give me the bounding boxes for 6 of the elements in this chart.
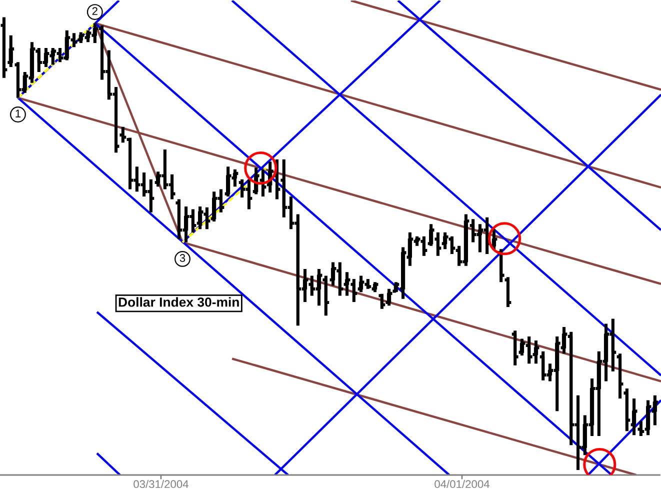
x-tick-label: 04/01/2004 (434, 480, 490, 488)
annotation: 1 (16, 110, 21, 118)
text: Dollar Index 30-min (118, 297, 239, 307)
x-tick-label: 03/31/2004 (134, 480, 188, 488)
annotation: 2 (92, 7, 98, 15)
annotation: 3 (180, 254, 186, 262)
